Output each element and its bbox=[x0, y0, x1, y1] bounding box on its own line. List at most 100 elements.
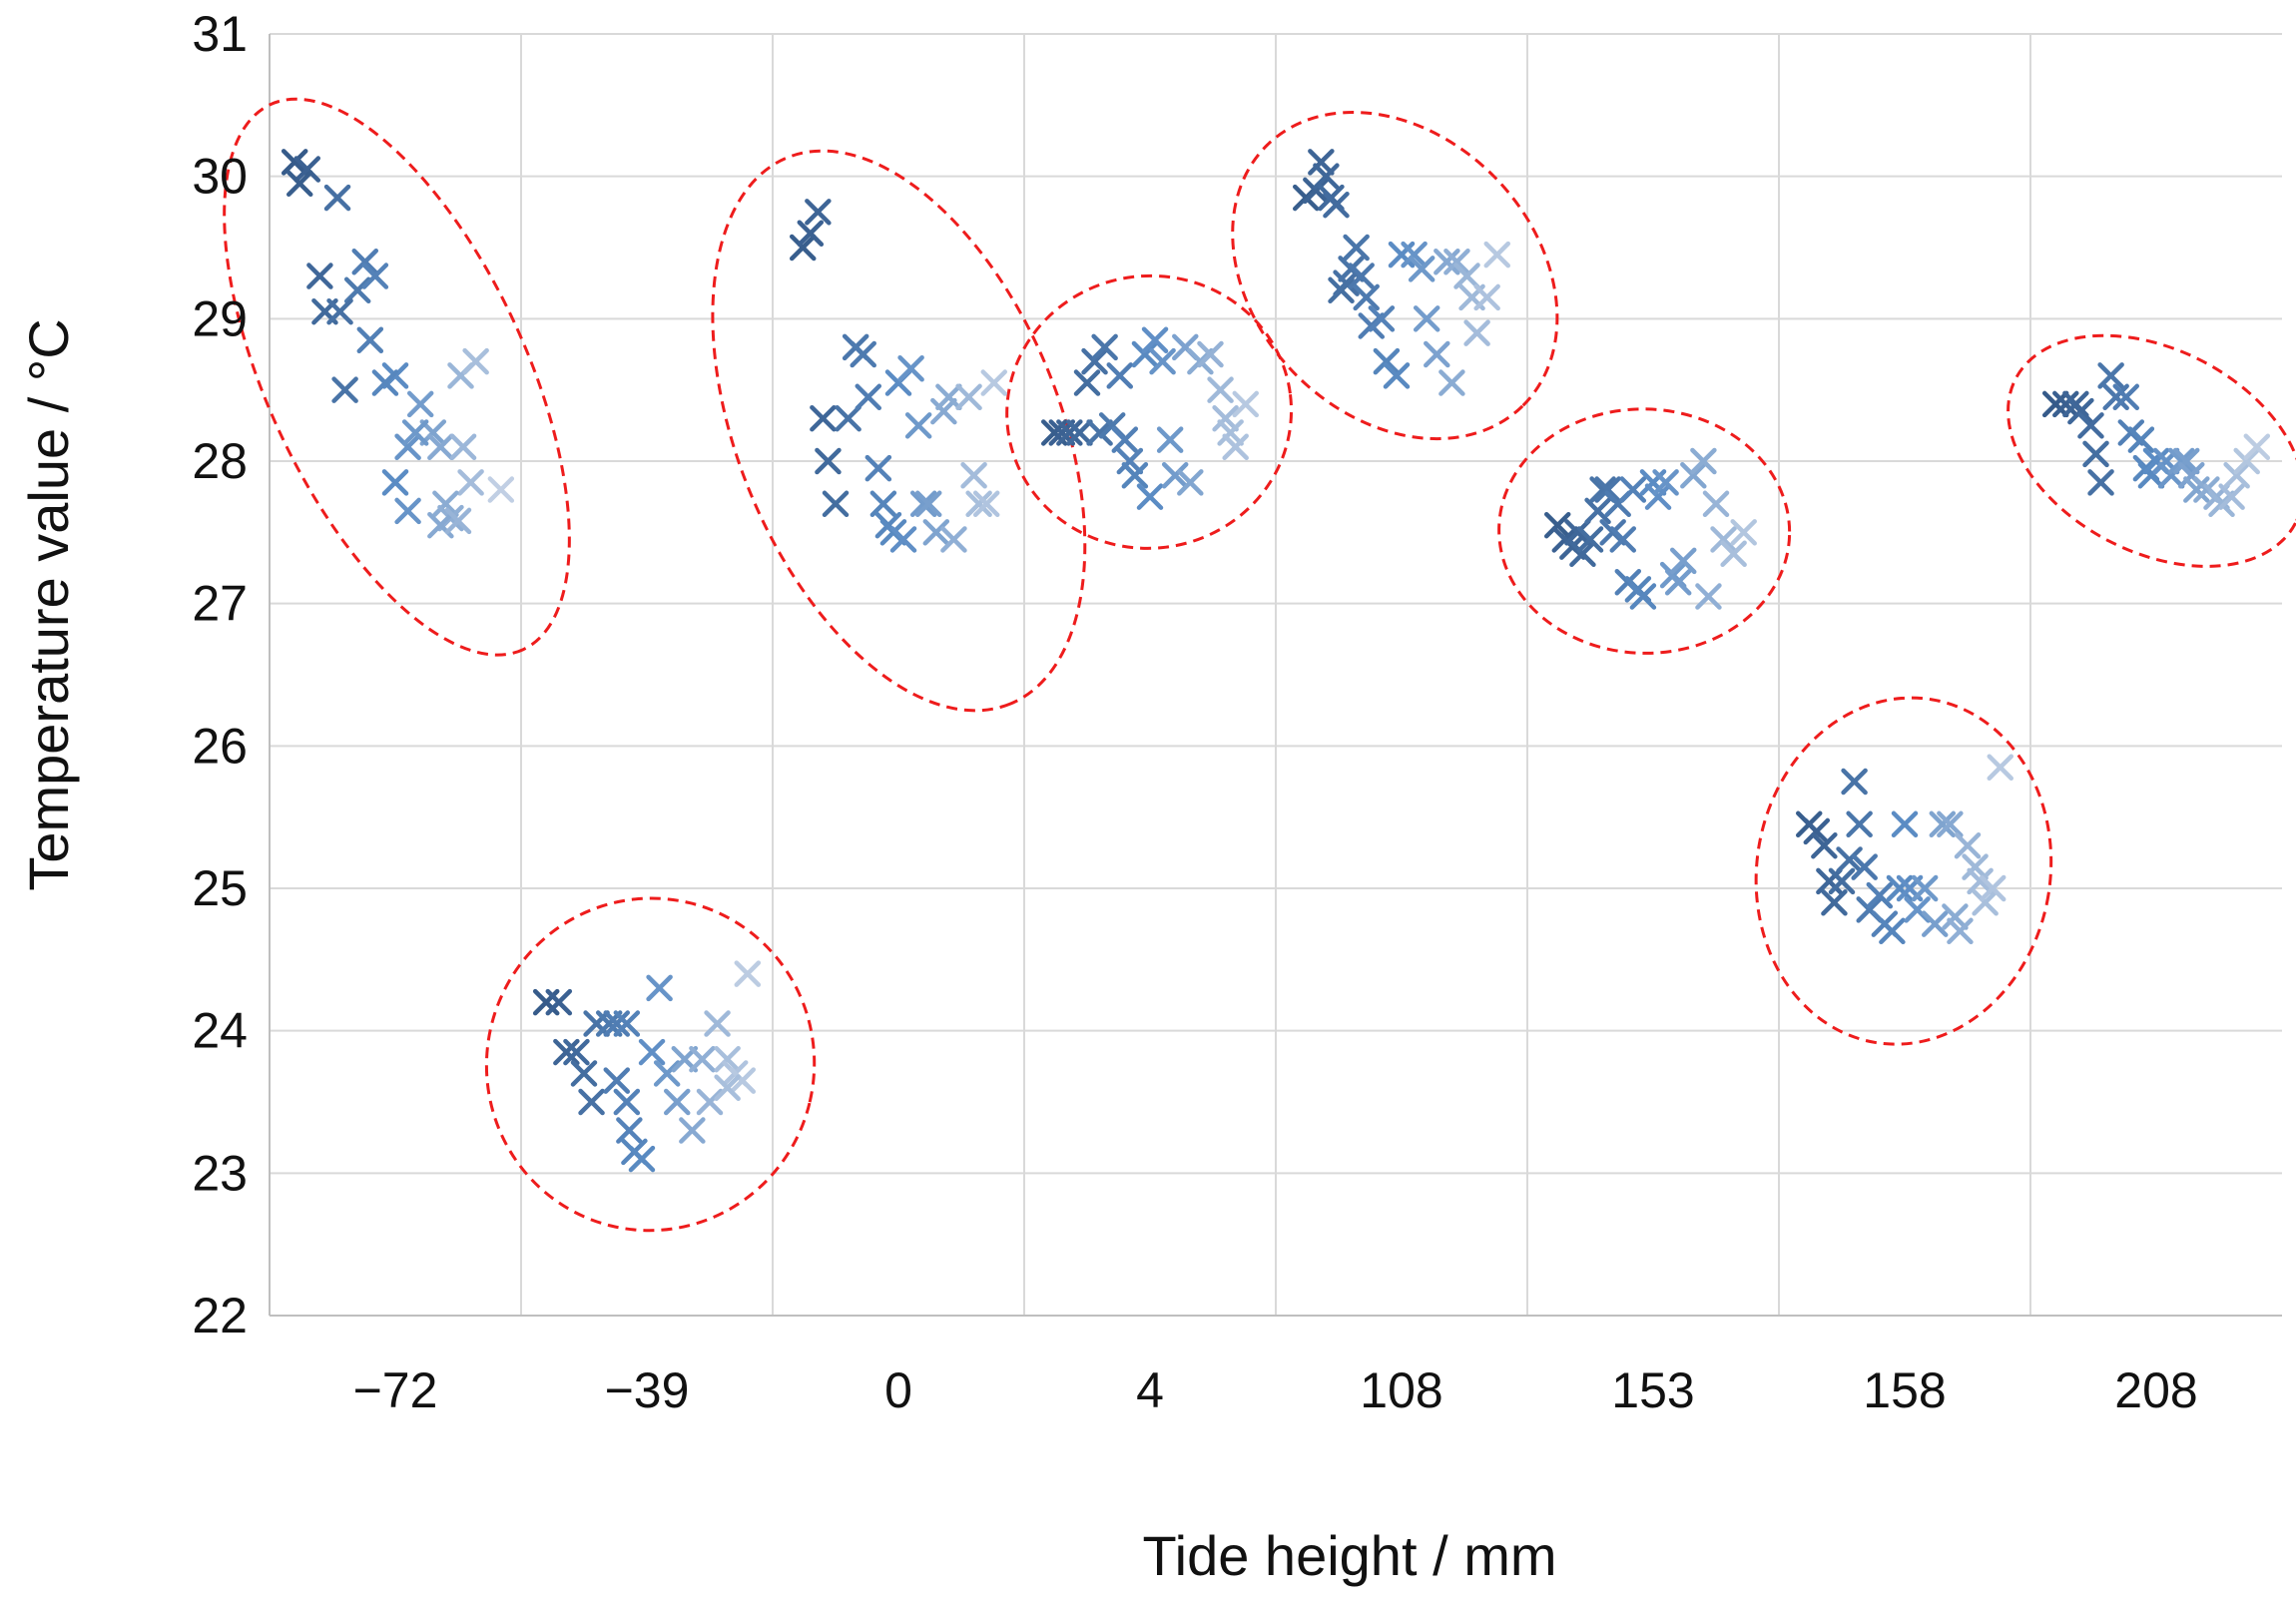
y-tick-label: 22 bbox=[192, 1288, 248, 1343]
data-point bbox=[444, 507, 472, 535]
data-point bbox=[810, 404, 837, 432]
data-point bbox=[1690, 447, 1717, 475]
marker-stroke bbox=[427, 433, 454, 460]
marker-stroke bbox=[1962, 853, 1989, 880]
marker-stroke bbox=[1343, 234, 1370, 262]
data-point bbox=[805, 199, 832, 226]
data-point bbox=[1879, 917, 1906, 945]
marker-stroke bbox=[1303, 177, 1330, 205]
marker-stroke bbox=[1921, 910, 1949, 937]
data-point bbox=[1710, 526, 1737, 553]
marker-stroke bbox=[1979, 874, 2007, 902]
marker-stroke bbox=[444, 507, 472, 535]
marker-stroke bbox=[1619, 476, 1647, 503]
data-point bbox=[1343, 234, 1370, 262]
marker-stroke bbox=[1136, 483, 1164, 510]
cluster-ellipse bbox=[1497, 407, 1792, 655]
marker-stroke bbox=[1121, 462, 1149, 489]
cluster-ellipse bbox=[1754, 696, 2053, 1046]
marker-stroke bbox=[2041, 390, 2069, 418]
cluster-ellipse bbox=[484, 896, 817, 1233]
data-point bbox=[1669, 547, 1697, 575]
data-point bbox=[914, 490, 942, 518]
data-point bbox=[1434, 249, 1460, 275]
y-tick-label: 27 bbox=[192, 576, 248, 632]
marker-stroke bbox=[406, 390, 434, 418]
data-point bbox=[1091, 333, 1118, 361]
data-points bbox=[281, 149, 2271, 1173]
marker-stroke bbox=[1629, 583, 1657, 610]
marker-stroke bbox=[1680, 462, 1707, 489]
y-tick-label: 31 bbox=[192, 6, 248, 62]
marker-stroke bbox=[2142, 447, 2170, 475]
data-point bbox=[955, 383, 982, 411]
data-point bbox=[1348, 263, 1375, 289]
marker-stroke bbox=[1131, 340, 1159, 368]
marker-stroke bbox=[2243, 433, 2271, 460]
data-point bbox=[343, 276, 371, 304]
x-tick-label: 208 bbox=[2114, 1362, 2197, 1418]
data-point bbox=[293, 156, 321, 183]
marker-stroke bbox=[306, 263, 333, 289]
data-point bbox=[1473, 283, 1500, 311]
marker-stroke bbox=[965, 490, 992, 518]
data-point bbox=[935, 383, 962, 411]
data-point bbox=[457, 469, 484, 496]
data-point bbox=[613, 1088, 641, 1116]
marker-stroke bbox=[427, 511, 454, 539]
marker-stroke bbox=[281, 149, 308, 176]
data-point bbox=[1911, 874, 1939, 902]
data-point bbox=[553, 1038, 580, 1066]
data-point bbox=[1851, 853, 1878, 880]
y-tick-label: 26 bbox=[192, 718, 248, 774]
marker-stroke bbox=[487, 476, 515, 503]
data-point bbox=[972, 490, 1000, 518]
marker-stroke bbox=[850, 340, 876, 368]
data-point bbox=[850, 340, 876, 368]
data-point bbox=[1937, 810, 1964, 838]
data-point bbox=[714, 1074, 741, 1101]
data-point bbox=[1543, 511, 1571, 539]
marker-stroke bbox=[613, 1088, 641, 1116]
marker-stroke bbox=[2052, 390, 2079, 418]
data-point bbox=[1408, 256, 1435, 282]
data-point bbox=[628, 1145, 656, 1173]
marker-stroke bbox=[1463, 319, 1490, 346]
marker-stroke bbox=[1212, 404, 1239, 432]
data-point bbox=[1594, 476, 1621, 503]
data-point bbox=[1323, 191, 1350, 219]
marker-stroke bbox=[1473, 283, 1500, 311]
marker-stroke bbox=[1373, 347, 1401, 375]
marker-stroke bbox=[381, 469, 409, 496]
x-axis-title: Tide height / mm bbox=[1143, 1524, 1557, 1587]
data-point bbox=[570, 1060, 598, 1087]
data-point bbox=[2167, 447, 2195, 475]
data-point bbox=[2223, 462, 2250, 489]
data-point bbox=[1821, 889, 1848, 916]
data-point bbox=[1702, 490, 1730, 518]
marker-stroke bbox=[394, 497, 421, 525]
marker-stroke bbox=[789, 234, 817, 262]
data-point bbox=[909, 490, 937, 518]
data-point bbox=[1197, 340, 1224, 368]
data-point bbox=[1695, 583, 1722, 610]
marker-stroke bbox=[326, 297, 353, 325]
marker-stroke bbox=[1644, 483, 1672, 510]
data-point bbox=[855, 383, 882, 411]
data-point bbox=[578, 1088, 605, 1116]
marker-stroke bbox=[1408, 256, 1435, 282]
data-point bbox=[835, 404, 861, 432]
marker-stroke bbox=[394, 433, 421, 460]
marker-stroke bbox=[1947, 917, 1974, 945]
data-point bbox=[432, 490, 459, 518]
data-point bbox=[2233, 447, 2260, 475]
marker-stroke bbox=[613, 1010, 641, 1037]
marker-stroke bbox=[822, 490, 850, 518]
data-point bbox=[1368, 305, 1396, 332]
marker-stroke bbox=[1197, 340, 1224, 368]
marker-stroke bbox=[2112, 383, 2140, 411]
marker-stroke bbox=[2183, 476, 2210, 503]
marker-stroke bbox=[1111, 426, 1139, 453]
marker-stroke bbox=[1413, 305, 1440, 332]
cluster-ellipses bbox=[223, 97, 2296, 1233]
